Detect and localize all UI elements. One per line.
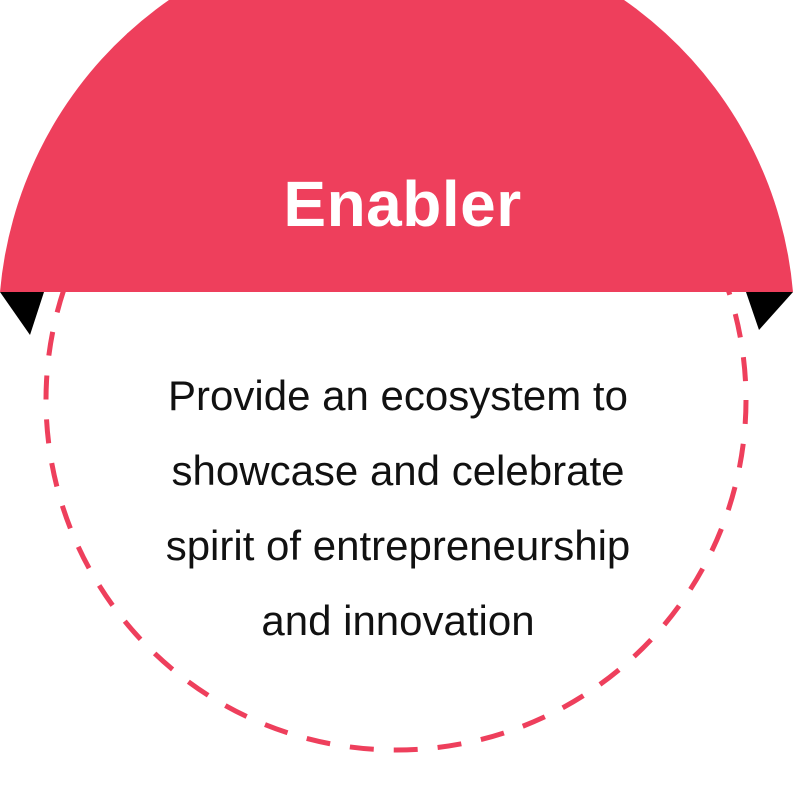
description-line: spirit of entrepreneurship xyxy=(165,522,631,569)
card-title: Enabler xyxy=(283,168,522,240)
description-line: and innovation xyxy=(261,597,535,644)
description-line: Provide an ecosystem to xyxy=(168,372,628,419)
ribbon-fold-left xyxy=(0,292,44,335)
description-line: showcase and celebrate xyxy=(171,447,625,494)
header-arc-segment xyxy=(0,0,793,292)
card-description: Provide an ecosystem to showcase and cel… xyxy=(96,358,700,658)
ribbon-fold-right xyxy=(746,292,793,330)
